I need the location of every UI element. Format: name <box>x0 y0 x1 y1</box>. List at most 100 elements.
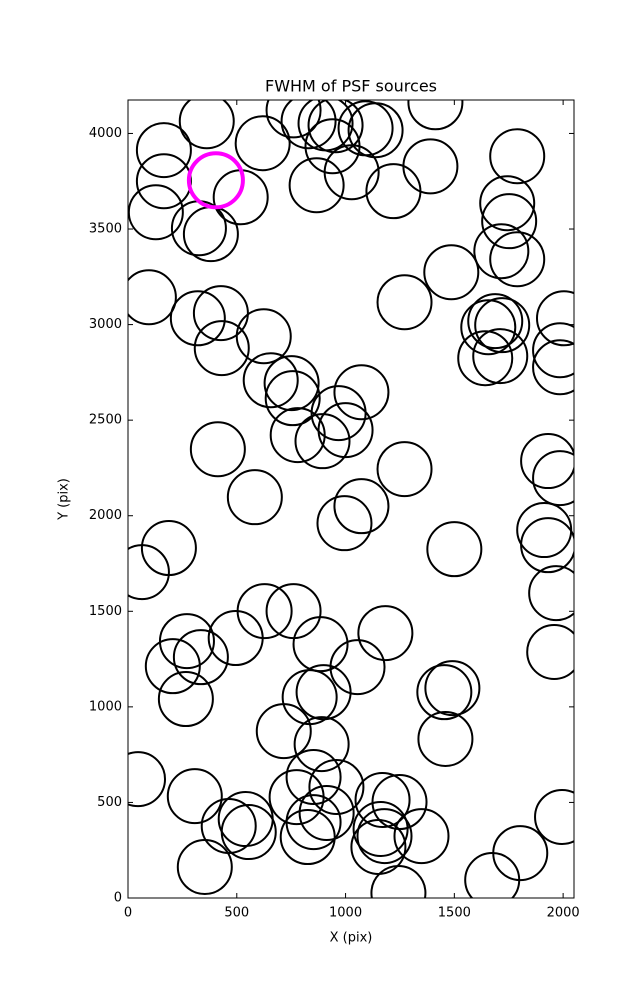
source-marker <box>207 610 264 667</box>
source-marker <box>536 290 574 347</box>
source-marker <box>304 118 361 175</box>
y-tick-label: 1000 <box>89 699 122 714</box>
source-marker <box>393 808 450 865</box>
source-marker <box>457 330 514 387</box>
source-marker <box>285 749 342 806</box>
y-tick-label: 2500 <box>89 413 122 428</box>
y-tick-label: 3000 <box>89 317 122 332</box>
source-marker <box>472 328 529 385</box>
source-marker <box>423 244 480 301</box>
x-tick-label: 500 <box>224 906 249 921</box>
source-marker <box>532 450 574 507</box>
source-marker <box>520 433 574 490</box>
source-marker <box>365 163 422 220</box>
source-marker <box>516 502 573 559</box>
source-marker <box>308 758 365 815</box>
source-marker <box>532 322 574 379</box>
source-marker <box>186 151 245 210</box>
source-marker <box>135 122 192 179</box>
y-tick-label: 500 <box>97 795 122 810</box>
source-marker <box>193 320 250 377</box>
source-marker <box>285 794 342 851</box>
source-marker <box>169 290 226 347</box>
source-marker <box>479 175 536 232</box>
x-axis-label: X (pix) <box>330 931 373 946</box>
source-marker <box>473 223 530 280</box>
source-marker <box>192 285 249 342</box>
source-marker <box>426 521 483 578</box>
source-marker <box>376 274 433 331</box>
y-tick-label: 3500 <box>89 222 122 237</box>
source-marker <box>534 788 574 845</box>
source-marker <box>317 402 374 459</box>
source-marker <box>460 299 517 356</box>
source-marker <box>255 703 312 760</box>
source-marker <box>292 616 349 673</box>
source-marker <box>242 352 299 409</box>
source-marker <box>288 157 345 214</box>
plot-area <box>128 100 574 898</box>
source-marker <box>376 441 433 498</box>
source-marker <box>128 544 170 601</box>
source-marker <box>128 184 184 241</box>
source-marker <box>316 495 373 552</box>
y-tick-label: 1500 <box>89 604 122 619</box>
source-marker <box>157 671 214 728</box>
x-tick-label: 0 <box>124 906 132 921</box>
source-marker <box>307 100 364 154</box>
source-marker <box>424 660 481 717</box>
source-marker <box>352 800 409 857</box>
axes-frame <box>127 99 575 899</box>
source-marker <box>235 308 292 365</box>
x-tick-label: 1000 <box>329 906 362 921</box>
source-marker <box>467 293 524 350</box>
source-marker <box>264 370 321 427</box>
source-marker <box>347 102 404 159</box>
source-marker <box>492 825 549 882</box>
source-marker <box>293 716 350 773</box>
x-tick-label: 2000 <box>547 906 580 921</box>
y-tick-label: 4000 <box>89 126 122 141</box>
y-axis-label: Y (pix) <box>57 478 72 521</box>
y-tick-label: 0 <box>114 891 122 906</box>
source-marker <box>489 128 546 185</box>
y-tick-label: 2000 <box>89 508 122 523</box>
source-marker <box>333 364 390 421</box>
source-marker <box>329 639 386 696</box>
source-marker <box>407 100 464 131</box>
source-marker <box>220 804 277 861</box>
source-marker <box>263 355 320 412</box>
source-marker <box>474 297 531 354</box>
source-marker <box>417 710 474 767</box>
source-marker <box>269 407 326 464</box>
source-marker <box>298 784 355 841</box>
source-marker <box>526 624 574 680</box>
source-marker <box>189 421 246 478</box>
source-marker <box>144 638 201 695</box>
x-tick-label: 1500 <box>438 906 471 921</box>
chart-title: FWHM of PSF sources <box>265 77 437 96</box>
source-marker <box>357 605 414 662</box>
source-marker <box>178 100 235 150</box>
source-marker <box>172 629 229 686</box>
source-marker <box>481 193 538 250</box>
source-marker <box>279 809 336 866</box>
source-marker <box>128 269 177 326</box>
source-marker <box>528 565 574 622</box>
source-marker <box>532 339 574 396</box>
source-marker <box>295 664 352 721</box>
source-marker <box>370 865 427 898</box>
source-marker <box>226 469 283 526</box>
source-marker <box>294 413 351 470</box>
source-marker <box>416 664 473 721</box>
source-marker <box>356 808 413 865</box>
source-marker <box>128 751 166 808</box>
source-marker <box>280 100 337 150</box>
source-marker <box>265 100 322 139</box>
source-marker <box>158 613 215 670</box>
source-marker <box>333 478 390 535</box>
source-marker <box>489 231 546 288</box>
source-marker <box>166 768 223 825</box>
